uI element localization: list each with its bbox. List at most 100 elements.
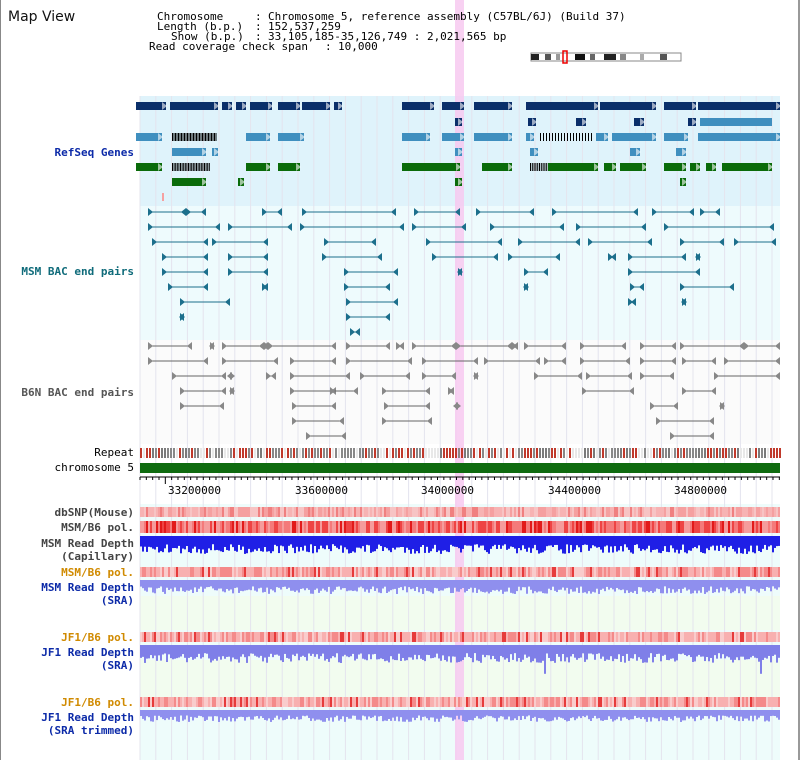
jf1-read-depth-trimmed — [646, 710, 648, 722]
msm-read-depth-sra — [150, 580, 152, 588]
track-label-dbsnp[interactable]: dbSNP(Mouse) — [54, 506, 134, 519]
jf1-b6-polymorphism-2 — [240, 697, 242, 707]
track-label-msm-b6-pol-2[interactable]: MSM/B6 pol. — [61, 566, 134, 579]
track-label-jf1-b6-pol-2[interactable]: JF1/B6 pol. — [61, 696, 134, 709]
repeat-feature — [275, 448, 277, 458]
msm-read-depth-capillary — [224, 536, 226, 547]
track-label-msm-depth-capillary[interactable]: MSM Read Depth — [41, 537, 134, 550]
track-label-b6n-bac[interactable]: B6N BAC end pairs — [21, 386, 134, 399]
repeat-feature — [551, 448, 553, 458]
exon-tick — [573, 133, 574, 141]
track-label-jf1-depth-trimmed[interactable]: JF1 Read Depth — [41, 711, 134, 724]
msm-b6-polymorphism-sra — [292, 567, 294, 577]
jf1-read-depth-sra — [480, 645, 482, 663]
msm-read-depth-sra — [694, 580, 696, 591]
jf1-read-depth-trimmed — [536, 710, 538, 722]
strand-arrow — [636, 148, 641, 156]
repeat-feature — [485, 448, 487, 458]
jf1-read-depth-trimmed — [714, 710, 716, 718]
gene-feature — [474, 102, 512, 110]
jf1-read-depth-sra — [388, 645, 390, 663]
dbsnp-density — [422, 507, 424, 517]
bac-end-marker — [229, 387, 234, 395]
jf1-b6-polymorphism-2 — [758, 697, 760, 707]
msm-b6-polymorphism — [538, 521, 540, 533]
jf1-read-depth-sra — [438, 645, 440, 659]
jf1-b6-polymorphism-2 — [286, 697, 288, 707]
jf1-b6-polymorphism — [438, 632, 440, 642]
msm-read-depth-sra — [494, 580, 496, 591]
jf1-b6-polymorphism-2 — [718, 697, 720, 707]
track-label-msm-b6-pol[interactable]: MSM/B6 pol. — [61, 521, 134, 534]
dbsnp-density — [160, 507, 162, 517]
dbsnp-density — [600, 507, 602, 517]
strand-arrow — [712, 163, 717, 171]
msm-b6-polymorphism — [212, 521, 214, 533]
jf1-b6-polymorphism-2 — [470, 697, 472, 707]
bac-end-marker — [451, 342, 456, 350]
jf1-b6-polymorphism-2 — [162, 697, 164, 707]
track-label-msm-bac[interactable]: MSM BAC end pairs — [21, 265, 134, 278]
repeat-feature — [698, 448, 700, 458]
jf1-b6-polymorphism — [778, 632, 780, 642]
dbsnp-density — [668, 507, 670, 517]
jf1-b6-polymorphism — [242, 632, 244, 642]
repeat-feature — [761, 448, 763, 458]
dbsnp-density — [222, 507, 224, 517]
msm-b6-polymorphism — [500, 521, 502, 533]
dbsnp-density — [380, 507, 382, 517]
msm-b6-polymorphism-sra — [170, 567, 172, 577]
dbsnp-density — [290, 507, 292, 517]
dbsnp-density — [718, 507, 720, 517]
msm-b6-polymorphism-sra — [596, 567, 598, 577]
msm-b6-polymorphism-sra — [166, 567, 168, 577]
msm-read-depth-sra — [716, 580, 718, 589]
jf1-read-depth-sra — [498, 645, 500, 662]
msm-b6-polymorphism-sra — [264, 567, 266, 577]
track-label-jf1-depth-sra[interactable]: JF1 Read Depth — [41, 646, 134, 659]
msm-b6-polymorphism-sra — [732, 567, 734, 577]
msm-read-depth-sra — [392, 580, 394, 590]
track-label-repeat[interactable]: Repeat — [94, 446, 134, 459]
jf1-read-depth-trimmed — [584, 710, 586, 718]
jf1-read-depth-sra — [280, 645, 282, 661]
msm-read-depth-sra — [344, 580, 346, 589]
exon-tick — [540, 163, 542, 171]
track-label-jf1-b6-pol[interactable]: JF1/B6 pol. — [61, 631, 134, 644]
msm-b6-polymorphism-sra — [748, 567, 750, 577]
bac-end-marker — [148, 357, 153, 365]
dbsnp-density — [774, 507, 776, 517]
jf1-b6-polymorphism — [298, 632, 300, 642]
repeat-feature — [680, 448, 682, 458]
msm-b6-polymorphism-sra — [568, 567, 570, 577]
jf1-b6-polymorphism — [440, 632, 442, 642]
track-label-chromosome[interactable]: chromosome 5 — [54, 461, 134, 474]
track-label-refseq[interactable]: RefSeq Genes — [54, 146, 134, 159]
dbsnp-density — [700, 507, 702, 517]
repeat-feature — [218, 448, 220, 458]
msm-read-depth-capillary — [386, 536, 388, 549]
exon-tick — [178, 133, 179, 141]
dbsnp-density — [478, 507, 480, 517]
msm-b6-polymorphism — [270, 521, 272, 533]
msm-b6-polymorphism — [602, 521, 604, 533]
msm-read-depth-sra — [290, 580, 292, 591]
msm-read-depth-capillary — [414, 536, 416, 554]
jf1-b6-polymorphism — [318, 632, 320, 642]
repeat-feature — [641, 448, 643, 458]
dbsnp-density — [664, 507, 666, 517]
msm-b6-polymorphism-sra — [314, 567, 316, 577]
jf1-read-depth-sra — [194, 645, 196, 659]
exon-tick — [176, 133, 178, 141]
msm-read-depth-capillary — [310, 536, 312, 545]
jf1-b6-polymorphism-2 — [484, 697, 486, 707]
repeat-feature — [506, 448, 508, 458]
msm-read-depth-sra — [230, 580, 232, 590]
bac-end-marker — [148, 223, 153, 231]
jf1-read-depth-sra — [594, 645, 596, 660]
jf1-read-depth-trimmed — [188, 710, 190, 722]
track-label-msm-depth-sra[interactable]: MSM Read Depth — [41, 581, 134, 594]
msm-read-depth-sra — [396, 580, 398, 594]
msm-read-depth-capillary — [284, 536, 286, 551]
